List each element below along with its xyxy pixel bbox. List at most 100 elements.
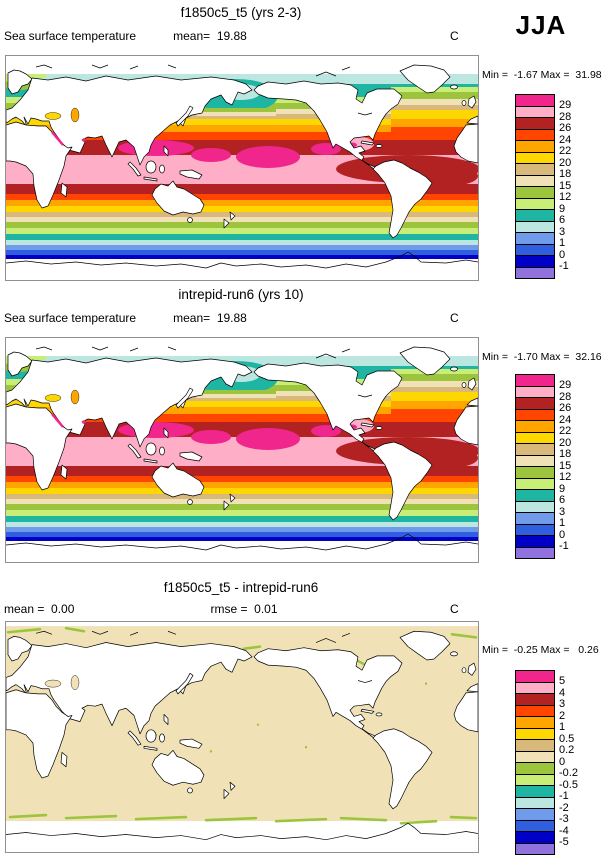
colorbar-swatch [516, 375, 554, 387]
colorbar-swatch [516, 444, 554, 456]
colorbar-swatch [516, 786, 554, 798]
panel2-title: intrepid-run6 (yrs 10) [178, 287, 304, 302]
colorbar-swatch [516, 106, 554, 118]
colorbar-tick-label: 0 [559, 248, 566, 261]
colorbar-panel3: 5 4 3 2 1 0.5 0.2 0 -0.2 -0.5 -1 -2 -3 -4 -5 [515, 670, 610, 856]
colorbar-swatch [516, 728, 554, 740]
colorbar-tick-label: 6 [559, 494, 566, 506]
colorbar-tick-label: -5 [559, 836, 569, 848]
colorbar-swatch [516, 820, 554, 832]
colorbar-swatch [516, 175, 554, 187]
panel1-title: f1850c5_t5 (yrs 2-3) [180, 5, 302, 20]
colorbar-swatch [516, 118, 554, 130]
colorbar-swatch [516, 536, 554, 548]
colorbar-tick-label: 29 [559, 379, 572, 391]
colorbar-tick-label: 20 [559, 156, 572, 169]
colorbar-tick-label: 15 [559, 179, 572, 192]
colorbar-swatch [516, 198, 554, 210]
colorbar-tick-label: 26 [559, 122, 572, 134]
colorbar-swatch [516, 267, 554, 278]
colorbar-tick-label: 22 [559, 425, 572, 437]
colorbar-tick-label: 26 [559, 402, 572, 414]
colorbar-swatch [516, 501, 554, 513]
colorbar-tick-label: 29 [559, 99, 572, 111]
colorbar-swatch [516, 164, 554, 176]
map-model1-sst [5, 55, 479, 281]
colorbar-tick-label: 2 [559, 709, 566, 722]
panel1-minmax: Min = -1.67 Max = 31.98 [482, 69, 602, 81]
season-label: JJA [515, 10, 567, 40]
panel3-minmax: Min = -0.25 Max = 0.26 [482, 644, 599, 656]
colorbar-tick-label: -0.2 [559, 767, 578, 779]
panel1-variable-label: Sea surface temperature [4, 29, 137, 43]
colorbar-tick-label: 28 [559, 390, 572, 403]
panel2-units-label: C [450, 311, 459, 325]
colorbar-tick-label: 0.2 [559, 744, 575, 756]
colorbar-swatch [516, 210, 554, 222]
colorbar-swatch [516, 95, 554, 107]
colorbar-tick-label: 12 [559, 471, 572, 483]
colorbar-tick-label: 6 [559, 214, 566, 226]
colorbar-tick-label: 1 [559, 237, 566, 249]
colorbar-tick-label: 18 [559, 448, 572, 460]
colorbar-tick-label: 1 [559, 721, 566, 733]
colorbar-swatch [516, 256, 554, 268]
colorbar-tick-label: 22 [559, 145, 572, 157]
colorbar-tick-label: 20 [559, 436, 572, 449]
colorbar-swatch [516, 717, 554, 729]
colorbar-swatch [516, 740, 554, 752]
map-difference [5, 621, 479, 853]
colorbar-panel1: 29 28 26 24 22 20 18 15 12 9 6 3 1 0 -1 [515, 94, 610, 280]
colorbar-tick-label: 18 [559, 168, 572, 180]
panel1-units-label: C [450, 29, 459, 43]
colorbar-swatch [516, 244, 554, 256]
colorbar-swatch [516, 386, 554, 398]
colorbar-tick-label: -1 [559, 540, 569, 552]
colorbar-swatch [516, 524, 554, 536]
colorbar-swatch [516, 832, 554, 844]
colorbar-tick-label: 0 [559, 528, 566, 541]
colorbar-tick-label: 0 [559, 755, 566, 768]
colorbar-swatch [516, 671, 554, 683]
panel1-mean-value: mean= 19.88 [173, 29, 247, 43]
colorbar-tick-label: 12 [559, 191, 572, 203]
colorbar-tick-label: 1 [559, 517, 566, 529]
colorbar-tick-label: 3 [559, 698, 566, 710]
colorbar-swatch [516, 129, 554, 141]
panel3-units-label: C [450, 602, 459, 616]
colorbar-swatch [516, 547, 554, 558]
colorbar-swatch [516, 467, 554, 479]
panel3-title: f1850c5_t5 - intrepid-run6 [163, 580, 319, 595]
colorbar-swatches [515, 374, 555, 559]
colorbar-tick-label: 9 [559, 482, 566, 495]
colorbar-tick-label: -2 [559, 801, 569, 814]
panel2-minmax: Min = -1.70 Max = 32.16 [482, 351, 602, 363]
map-model2-sst [5, 337, 479, 563]
panel3-mean-value: mean = 0.00 [4, 602, 75, 616]
colorbar-swatch [516, 797, 554, 809]
colorbar-swatch [516, 455, 554, 467]
colorbar-tick-label: -3 [559, 813, 569, 825]
colorbar-swatch [516, 843, 554, 854]
colorbar-tick-label: 5 [559, 675, 566, 687]
colorbar-swatch [516, 187, 554, 199]
colorbar-swatch [516, 751, 554, 763]
colorbar-swatch [516, 682, 554, 694]
colorbar-swatch [516, 233, 554, 245]
colorbar-swatch [516, 221, 554, 233]
panel2-variable-label: Sea surface temperature [4, 311, 137, 325]
colorbar-swatch [516, 774, 554, 786]
colorbar-swatch [516, 763, 554, 775]
colorbar-swatch [516, 141, 554, 153]
colorbar-tick-label: -0.5 [559, 778, 578, 791]
colorbar-tick-label: -1 [559, 260, 569, 272]
colorbar-tick-label: 24 [559, 413, 572, 426]
colorbar-swatch [516, 398, 554, 410]
colorbar-tick-label: 15 [559, 459, 572, 472]
colorbar-swatch [516, 694, 554, 706]
colorbar-swatch [516, 705, 554, 717]
panel2-mean-value: mean= 19.88 [173, 311, 247, 325]
panel3-rmse-value: rmse = 0.01 [210, 602, 278, 616]
colorbar-swatch [516, 809, 554, 821]
